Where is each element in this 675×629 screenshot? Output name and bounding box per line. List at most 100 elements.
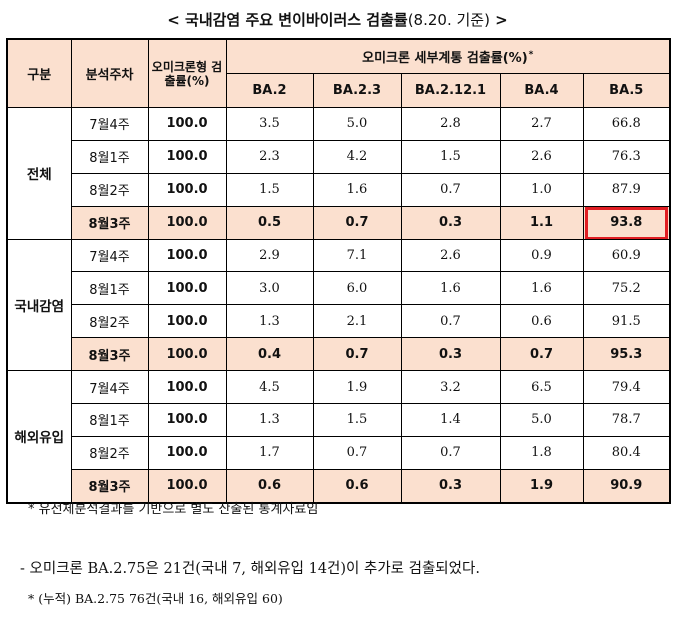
week-cell: 8월1주: [70, 271, 149, 306]
week-cell: 7월4주: [70, 370, 149, 405]
value-cell: 3.2: [400, 370, 501, 405]
header-subtype: BA.5: [582, 73, 671, 108]
omicron-rate-cell: 100.0: [147, 238, 227, 273]
table-footnote: * 유전체분석결과를 기반으로 별도 산출된 통계자료임: [28, 502, 319, 517]
omicron-rate-cell: 100.0: [147, 435, 227, 470]
value-cell: 1.5: [225, 172, 314, 207]
value-cell: 1.6: [400, 271, 501, 306]
value-cell: 0.6: [312, 468, 402, 504]
omicron-rate-cell: 100.0: [147, 304, 227, 339]
header-omicron-rate: 오미크론형 검출률(%): [147, 38, 227, 108]
value-cell: 80.4: [582, 435, 671, 470]
title-suffix: >: [489, 11, 508, 29]
value-cell: 0.6: [499, 304, 584, 339]
value-cell: 4.2: [312, 139, 402, 174]
value-cell: 0.7: [400, 435, 501, 470]
header-week: 분석주차: [70, 38, 149, 108]
value-cell: 1.9: [312, 370, 402, 405]
value-cell: 0.7: [312, 205, 402, 240]
ba275-footnote: * (누적) BA.2.75 76건(국내 16, 해외유입 60): [28, 591, 283, 606]
table-row: 8월1주 100.0 3.0 6.0 1.6 1.6 75.2: [7, 271, 671, 306]
omicron-rate-cell: 100.0: [147, 205, 227, 240]
value-cell: 2.1: [312, 304, 402, 339]
header-subtype: BA.4: [499, 73, 584, 108]
group-label: 전체: [6, 107, 72, 240]
value-cell: 1.4: [400, 403, 501, 437]
week-cell: 8월2주: [70, 304, 149, 339]
group-label: 국내감염: [6, 238, 72, 372]
value-cell: 2.6: [400, 238, 501, 273]
table-row: 해외유입 7월4주 100.0 4.5 1.9 3.2 6.5 79.4: [6, 370, 671, 504]
value-cell: 0.7: [400, 304, 501, 339]
ba275-note: - 오미크론 BA.2.75은 21건(국내 7, 해외유입 14건)이 추가로…: [20, 561, 480, 577]
value-cell: 3.5: [225, 107, 314, 141]
highlight-box: [584, 207, 669, 239]
value-cell: 66.8: [582, 107, 671, 141]
table-row: 8월1주 100.0 1.3 1.5 1.4 5.0 78.7: [7, 403, 671, 437]
value-cell: 1.5: [400, 139, 501, 174]
value-cell: 1.0: [499, 172, 584, 207]
value-cell: 1.1: [499, 205, 584, 240]
value-cell: 2.7: [499, 107, 584, 141]
value-cell: 5.0: [312, 107, 402, 141]
table-row-latest: 8월3주 100.0 0.4 0.7 0.3 0.7 95.3: [7, 337, 671, 372]
variant-detection-table: 구분 분석주차 오미크론형 검출률(%) 오미크론 세부계통 검출률(%)* B…: [6, 38, 672, 504]
value-cell: 2.6: [499, 139, 584, 174]
omicron-rate-cell: 100.0: [147, 403, 227, 437]
value-cell: 87.9: [582, 172, 671, 207]
page-title: < 국내감염 주요 변이바이러스 검출률(8.20. 기준) >: [0, 9, 675, 30]
value-cell: 95.3: [582, 337, 671, 372]
table-row: 국내감염 7월4주 100.0 2.9 7.1 2.6 0.9 60.9: [6, 238, 671, 372]
value-cell: 60.9: [582, 238, 671, 273]
week-cell: 8월3주: [70, 337, 149, 372]
value-cell: 0.3: [400, 468, 501, 504]
omicron-rate-cell: 100.0: [147, 107, 227, 141]
header-subtype: BA.2: [225, 73, 314, 108]
value-cell: 75.2: [582, 271, 671, 306]
value-cell: 91.5: [582, 304, 671, 339]
value-cell: 1.6: [499, 271, 584, 306]
value-cell: 90.9: [582, 468, 671, 504]
table-row: 8월2주 100.0 1.7 0.7 0.7 1.8 80.4: [7, 435, 671, 470]
value-cell: 3.0: [225, 271, 314, 306]
value-cell: 0.7: [499, 337, 584, 372]
week-cell: 7월4주: [70, 107, 149, 141]
value-cell: 1.9: [499, 468, 584, 504]
value-cell: 0.5: [225, 205, 314, 240]
value-cell: 4.5: [225, 370, 314, 405]
week-cell: 8월2주: [70, 435, 149, 470]
value-cell: 5.0: [499, 403, 584, 437]
omicron-rate-cell: 100.0: [147, 271, 227, 306]
value-cell: 2.8: [400, 107, 501, 141]
value-cell: 0.4: [225, 337, 314, 372]
header-subtype-marker: *: [528, 49, 534, 60]
value-cell: 2.9: [225, 238, 314, 273]
value-cell: 0.7: [312, 435, 402, 470]
week-cell: 8월3주: [70, 205, 149, 240]
value-cell: 1.5: [312, 403, 402, 437]
table-row-latest: 8월3주 100.0 0.6 0.6 0.3 1.9 90.9: [7, 468, 671, 504]
week-cell: 8월3주: [70, 468, 149, 504]
value-cell: 76.3: [582, 139, 671, 174]
value-cell: 1.6: [312, 172, 402, 207]
value-cell: 6.5: [499, 370, 584, 405]
value-cell: 1.3: [225, 304, 314, 339]
value-cell: 0.3: [400, 205, 501, 240]
title-date: (8.20. 기준): [407, 11, 490, 29]
omicron-rate-cell: 100.0: [147, 172, 227, 207]
value-cell: 79.4: [582, 370, 671, 405]
table-row: 8월2주 100.0 1.3 2.1 0.7 0.6 91.5: [7, 304, 671, 339]
header-subtype: BA.2.12.1: [400, 73, 501, 108]
value-cell: 1.8: [499, 435, 584, 470]
value-cell: 6.0: [312, 271, 402, 306]
header-subtype-group: 오미크론 세부계통 검출률(%)*: [225, 38, 671, 74]
week-cell: 8월2주: [70, 172, 149, 207]
value-cell: 0.3: [400, 337, 501, 372]
week-cell: 8월1주: [70, 403, 149, 437]
title-prefix: < 국내감염 주요 변이바이러스 검출률: [167, 11, 408, 29]
header-subtype: BA.2.3: [312, 73, 402, 108]
omicron-rate-cell: 100.0: [147, 370, 227, 405]
header-group: 구분: [6, 38, 72, 108]
value-cell: 78.7: [582, 403, 671, 437]
value-cell: 0.9: [499, 238, 584, 273]
